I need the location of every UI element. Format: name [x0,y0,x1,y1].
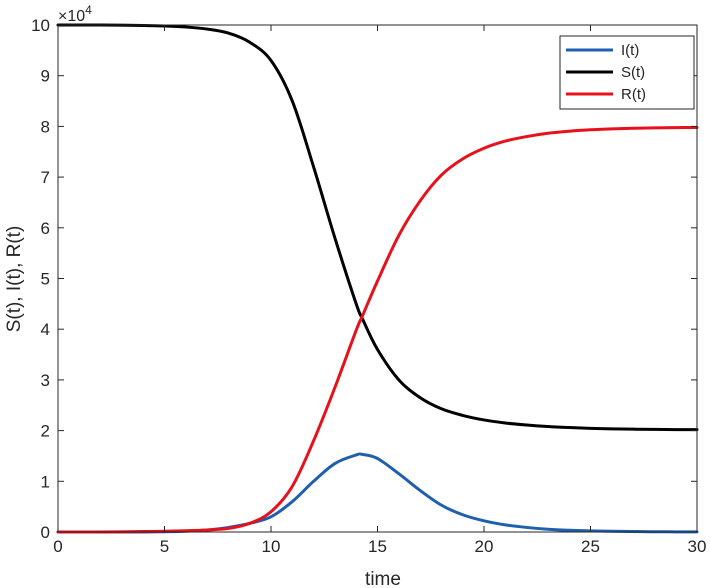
y-tick-label: 0 [41,523,50,542]
legend-label-r: R(t) [621,86,646,103]
x-tick-label: 20 [475,537,494,556]
y-axis-tick-labels: 0 1 2 3 4 5 6 7 8 9 10 [31,16,50,542]
y-exponent-label: ×104 [58,3,92,25]
x-axis-label: time [365,569,401,588]
y-tick-label: 4 [41,320,50,339]
x-tick-label: 30 [688,537,707,556]
y-tick-label: 8 [41,117,50,136]
y-tick-label: 7 [41,168,50,187]
y-tick-label: 5 [41,270,50,289]
y-tick-label: 2 [41,422,50,441]
legend-label-s: S(t) [621,64,645,81]
y-exponent-base: ×10 [58,8,85,25]
y-tick-label: 10 [31,16,50,35]
x-tick-label: 0 [53,537,62,556]
x-tick-label: 15 [368,537,387,556]
series-line-r [56,126,699,534]
legend-label-i: I(t) [621,42,639,59]
y-tick-label: 9 [41,67,50,86]
series-line-s [56,23,699,432]
x-tick-label: 25 [581,537,600,556]
plot-lines [56,23,699,534]
y-axis-label: S(t), I(t), R(t) [4,226,25,333]
y-tick-label: 6 [41,219,50,238]
x-tick-label: 5 [160,537,169,556]
x-tick-label: 10 [262,537,281,556]
y-tick-label: 3 [41,371,50,390]
x-axis-ticks [57,25,698,532]
y-exponent-power: 4 [85,3,92,17]
legend: I(t) S(t) R(t) [559,35,695,110]
y-tick-label: 1 [41,472,50,491]
x-axis-tick-labels: 0 5 10 15 20 25 30 [53,537,706,556]
